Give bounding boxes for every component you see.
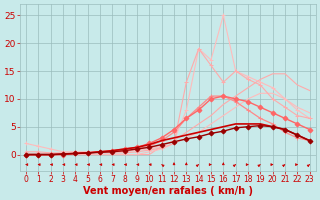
X-axis label: Vent moyen/en rafales ( km/h ): Vent moyen/en rafales ( km/h ): [83, 186, 253, 196]
